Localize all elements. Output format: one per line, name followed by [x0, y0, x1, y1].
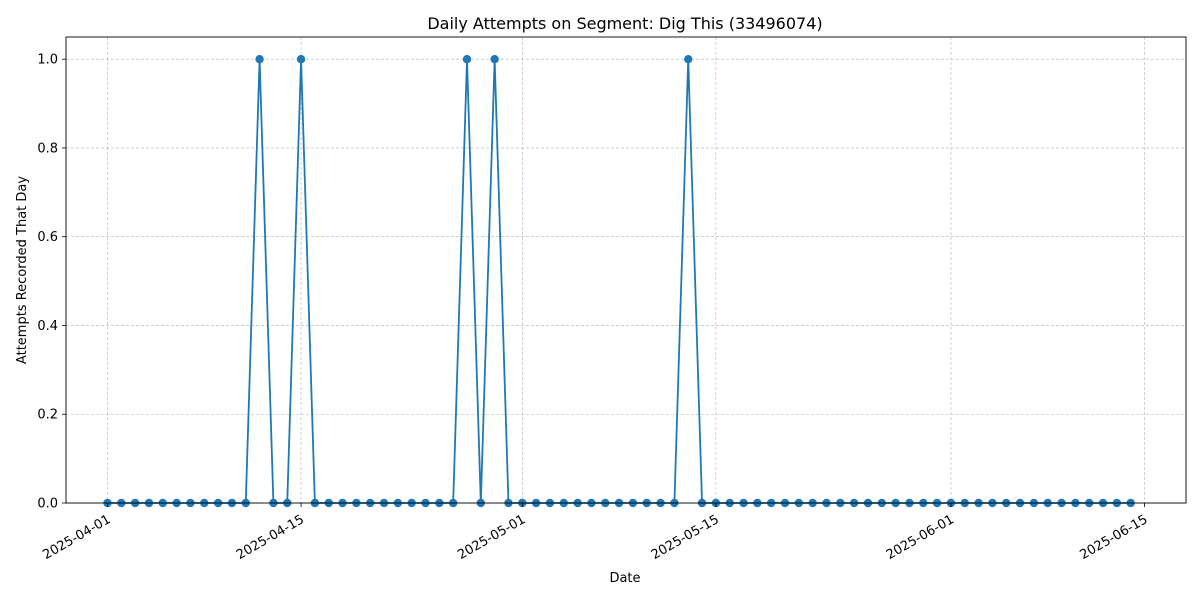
y-tick-label: 0.0 — [37, 497, 58, 512]
y-tick-label: 0.2 — [37, 408, 58, 423]
x-tick-label: 2025-06-15 — [1077, 512, 1150, 563]
y-tick-label: 0.4 — [37, 319, 58, 334]
y-axis-label: Attempts Recorded That Day — [15, 176, 30, 364]
plot-frame — [65, 36, 1187, 504]
y-tick-label: 0.8 — [37, 141, 58, 156]
tick-labels: 0.0 0.2 0.4 0.6 0.8 1.0 2025-04-01 2025-04-15 20… — [37, 53, 1150, 563]
data-point — [296, 54, 306, 64]
y-tick-label: 1.0 — [37, 53, 58, 68]
series-layer — [103, 54, 1135, 508]
series-line — [107, 58, 1131, 504]
x-tick-label: 2025-05-01 — [455, 512, 528, 563]
x-tick-label: 2025-04-15 — [234, 512, 307, 563]
data-point — [255, 54, 264, 64]
y-tick-label: 0.6 — [37, 230, 58, 245]
data-point — [490, 54, 499, 64]
x-tick-label: 2025-06-01 — [884, 512, 957, 563]
axes — [62, 36, 1187, 507]
x-tick-label: 2025-04-01 — [40, 512, 113, 563]
grid — [66, 37, 1186, 504]
data-point — [684, 54, 693, 64]
x-tick-label: 2025-05-15 — [649, 512, 722, 563]
data-point — [462, 54, 472, 64]
x-axis-label: Date — [609, 571, 640, 586]
chart-title: Daily Attempts on Segment: Dig This (334… — [427, 14, 822, 33]
